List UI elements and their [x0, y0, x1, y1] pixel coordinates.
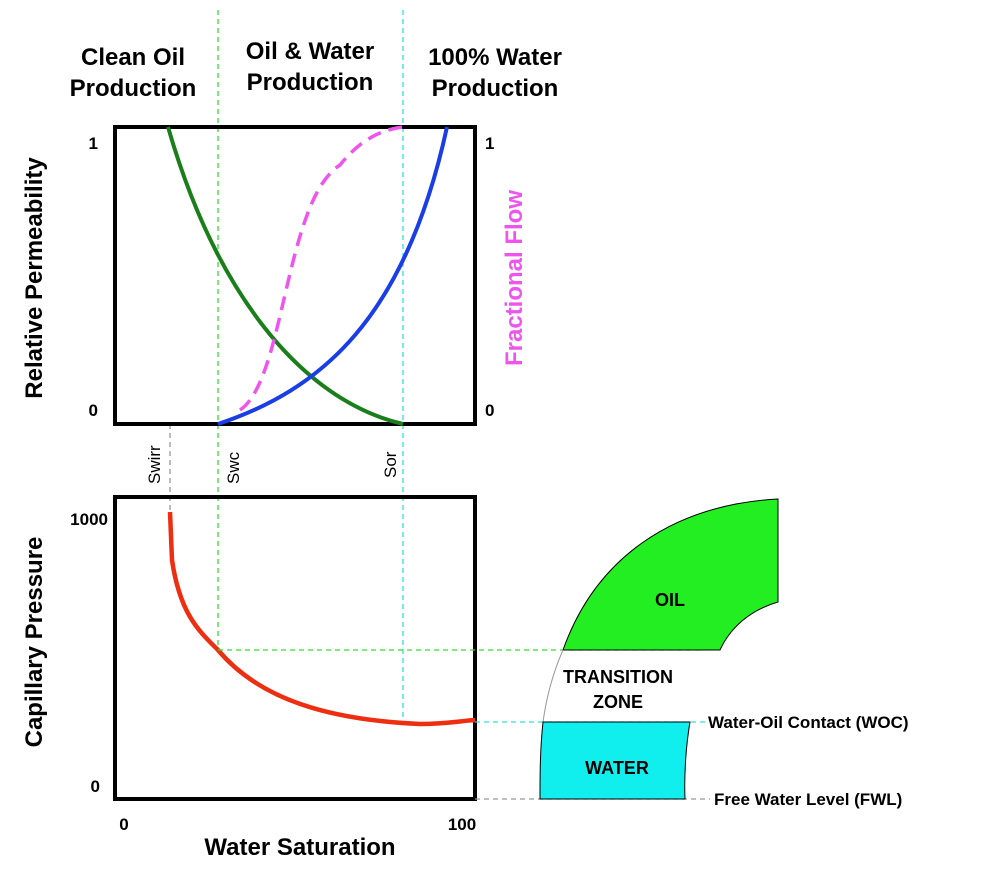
- saturation-marker: Swc: [224, 451, 243, 484]
- transition-label: TRANSITION: [563, 667, 673, 687]
- fractional-flow-curve: [238, 125, 404, 412]
- x-tick-label: 100: [448, 815, 476, 834]
- y-axis-label: Relative Permeability: [21, 157, 48, 399]
- y2-axis-label: Fractional Flow: [501, 190, 528, 366]
- x-tick-label: 0: [119, 815, 128, 834]
- y2-tick-label: 1: [485, 134, 494, 153]
- y-axis-label: Capillary Pressure: [21, 537, 48, 748]
- woc-label: Water-Oil Contact (WOC): [708, 713, 909, 732]
- water-label: WATER: [585, 758, 649, 778]
- y2-tick-label: 0: [485, 401, 494, 420]
- capillary-pressure-curve: [167, 511, 476, 727]
- water-zone: [539, 721, 691, 800]
- transition-label: ZONE: [593, 692, 643, 712]
- saturation-marker: Sor: [381, 451, 400, 478]
- saturation-marker: Swirr: [145, 445, 164, 484]
- zone-label: Production: [247, 69, 374, 96]
- y-tick-label: 1: [89, 134, 98, 153]
- y-tick-label: 0: [89, 401, 98, 420]
- fwl-label: Free Water Level (FWL): [714, 790, 902, 809]
- oil-relperm-curve: [166, 126, 404, 426]
- zone-label: Production: [432, 75, 559, 102]
- y-tick-label: 1000: [70, 510, 108, 529]
- water-relperm-curve: [217, 126, 449, 426]
- zone-label: 100% Water: [428, 44, 562, 71]
- zone-label: Clean Oil: [81, 44, 185, 71]
- x-axis-label: Water Saturation: [204, 834, 395, 861]
- y-tick-label: 0: [91, 777, 100, 796]
- oil-label: OIL: [655, 590, 685, 610]
- oil-zone: [562, 498, 779, 651]
- zone-label: Oil & Water: [246, 38, 374, 65]
- zone-label: Production: [70, 75, 197, 102]
- transition-zone-edge: [542, 649, 564, 723]
- top-plot-frame: [113, 125, 477, 426]
- bottom-plot-frame: [113, 495, 477, 801]
